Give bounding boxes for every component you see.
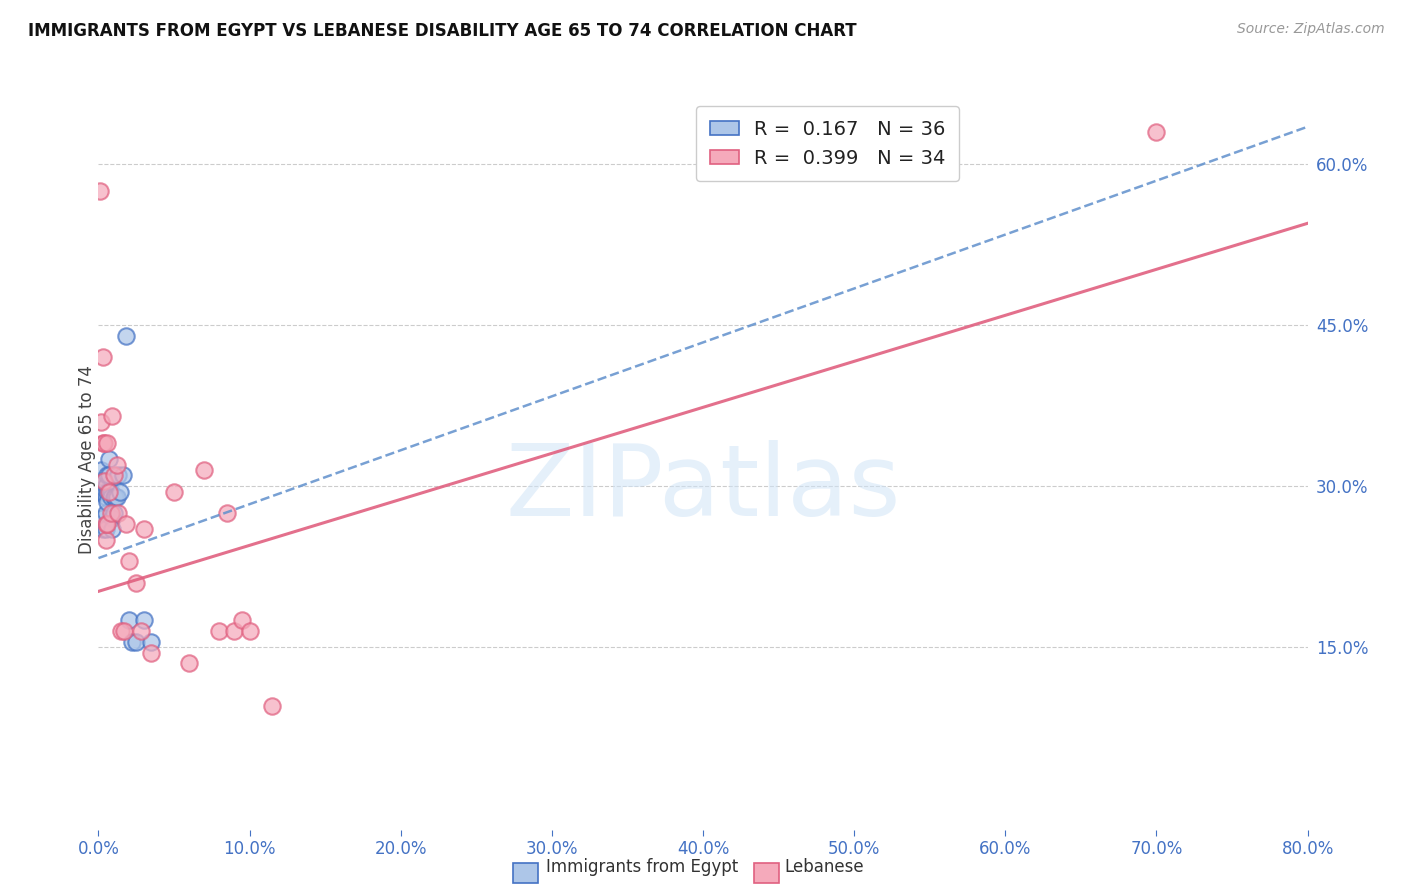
Point xyxy=(132,522,155,536)
Text: ZIPatlas: ZIPatlas xyxy=(505,441,901,538)
Point xyxy=(101,522,124,536)
Point xyxy=(93,484,115,499)
Point xyxy=(118,613,141,627)
Point xyxy=(100,506,122,520)
Point xyxy=(98,468,121,483)
Point xyxy=(93,474,115,488)
Point xyxy=(224,624,246,638)
Point xyxy=(94,516,117,531)
Point xyxy=(100,490,122,504)
Point xyxy=(90,415,112,429)
Point xyxy=(125,634,148,648)
Point xyxy=(215,506,238,520)
Point xyxy=(111,468,134,483)
Point xyxy=(89,184,111,198)
Point xyxy=(94,490,117,504)
Point xyxy=(1144,125,1167,139)
Point xyxy=(96,516,118,531)
Point xyxy=(96,495,118,509)
Point xyxy=(89,484,111,499)
Point xyxy=(104,490,127,504)
Point xyxy=(125,575,148,590)
Point xyxy=(98,452,121,467)
Point xyxy=(93,436,115,450)
Point xyxy=(100,484,122,499)
Point xyxy=(103,490,125,504)
Point xyxy=(107,468,129,483)
Point xyxy=(91,522,114,536)
Point xyxy=(90,474,112,488)
Text: IMMIGRANTS FROM EGYPT VS LEBANESE DISABILITY AGE 65 TO 74 CORRELATION CHART: IMMIGRANTS FROM EGYPT VS LEBANESE DISABI… xyxy=(28,22,856,40)
Point xyxy=(118,554,141,568)
Point xyxy=(103,468,125,483)
Point xyxy=(98,484,121,499)
Point xyxy=(94,533,117,547)
Point xyxy=(96,468,118,483)
Point xyxy=(90,463,112,477)
Point xyxy=(129,624,152,638)
Point xyxy=(91,511,114,525)
Point xyxy=(262,699,284,714)
Point xyxy=(103,506,125,520)
Point xyxy=(193,463,215,477)
Text: Immigrants from Egypt: Immigrants from Egypt xyxy=(546,858,738,876)
Point xyxy=(105,458,128,472)
Point xyxy=(101,511,124,525)
Point xyxy=(101,409,124,424)
Point xyxy=(231,613,253,627)
Point xyxy=(141,646,163,660)
Point xyxy=(239,624,262,638)
Point xyxy=(121,634,143,648)
Point xyxy=(96,436,118,450)
Point xyxy=(107,506,129,520)
Point xyxy=(114,516,136,531)
Y-axis label: Disability Age 65 to 74: Disability Age 65 to 74 xyxy=(79,365,96,554)
Point xyxy=(94,506,117,520)
Point xyxy=(179,657,201,671)
Text: Source: ZipAtlas.com: Source: ZipAtlas.com xyxy=(1237,22,1385,37)
Point xyxy=(108,484,131,499)
Point xyxy=(132,613,155,627)
Point xyxy=(112,624,135,638)
Point xyxy=(94,522,117,536)
Point xyxy=(208,624,231,638)
Point xyxy=(91,484,114,499)
Point xyxy=(93,474,115,488)
Point xyxy=(98,484,121,499)
Point xyxy=(94,479,117,493)
Point xyxy=(163,484,186,499)
Point xyxy=(89,474,111,488)
Point xyxy=(114,329,136,343)
Point xyxy=(105,490,128,504)
Point xyxy=(96,484,118,499)
Legend: R =  0.167   N = 36, R =  0.399   N = 34: R = 0.167 N = 36, R = 0.399 N = 34 xyxy=(696,106,959,181)
Point xyxy=(110,624,132,638)
Point xyxy=(91,436,114,450)
Point xyxy=(91,351,114,365)
Text: Lebanese: Lebanese xyxy=(785,858,865,876)
Point xyxy=(141,634,163,648)
